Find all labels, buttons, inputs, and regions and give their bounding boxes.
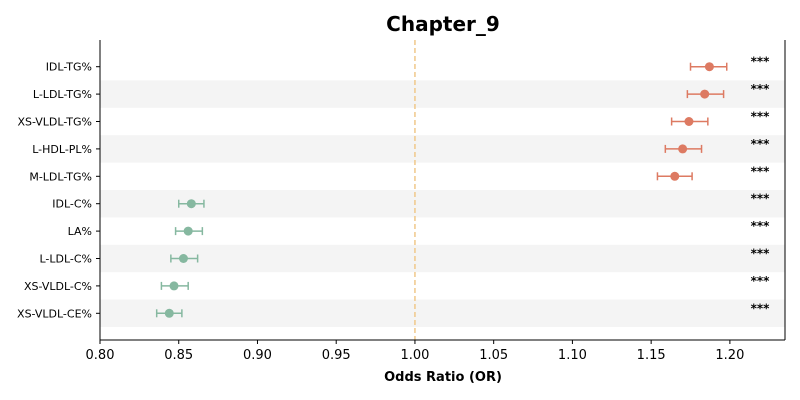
y-tick-label: M-LDL-TG% bbox=[29, 170, 92, 183]
odds-ratio-point bbox=[704, 62, 714, 72]
odds-ratio-point bbox=[169, 281, 179, 291]
x-axis-label: Odds Ratio (OR) bbox=[384, 370, 502, 385]
forest-row: *** bbox=[174, 219, 771, 236]
row-stripe bbox=[100, 244, 785, 273]
forest-row: *** bbox=[170, 247, 771, 263]
y-tick-label: XS-VLDL-CE% bbox=[17, 307, 92, 320]
row-stripe bbox=[100, 190, 785, 218]
odds-ratio-point bbox=[678, 144, 688, 154]
forest-row: *** bbox=[160, 274, 771, 291]
y-tick-label: IDL-TG% bbox=[46, 61, 92, 74]
significance-label: *** bbox=[751, 219, 771, 233]
significance-label: *** bbox=[751, 55, 771, 69]
row-stripe bbox=[100, 80, 785, 108]
x-tick-label: 1.05 bbox=[479, 348, 508, 363]
significance-label: *** bbox=[751, 164, 771, 178]
y-tick-label: IDL-C% bbox=[52, 198, 92, 211]
odds-ratio-point bbox=[186, 199, 196, 209]
forest-row: *** bbox=[664, 137, 771, 154]
significance-label: *** bbox=[751, 192, 771, 206]
significance-label: *** bbox=[751, 82, 771, 96]
x-tick-label: 1.10 bbox=[558, 348, 587, 363]
odds-ratio-point bbox=[684, 117, 694, 126]
y-tick-label: XS-VLDL-C% bbox=[24, 280, 92, 293]
x-tick-label: 1.20 bbox=[715, 348, 744, 363]
significance-label: *** bbox=[751, 110, 771, 124]
forest-row: *** bbox=[686, 82, 771, 99]
forest-row: *** bbox=[670, 110, 771, 126]
odds-ratio-point bbox=[183, 226, 193, 236]
x-tick-label: 0.80 bbox=[86, 348, 115, 363]
significance-label: *** bbox=[751, 247, 771, 261]
y-tick-label: L-LDL-C% bbox=[39, 253, 92, 266]
data-rows: *** *** *** *** *** *** *** *** *** *** bbox=[155, 55, 771, 318]
row-stripe bbox=[100, 299, 785, 327]
x-tick-label: 0.95 bbox=[322, 348, 351, 363]
odds-ratio-point bbox=[670, 171, 680, 181]
odds-ratio-point bbox=[164, 308, 174, 318]
significance-label: *** bbox=[751, 274, 771, 288]
x-tick-label: 0.90 bbox=[243, 348, 272, 363]
odds-ratio-point bbox=[178, 254, 188, 263]
forest-row: *** bbox=[689, 55, 771, 72]
forest-row: *** bbox=[656, 164, 771, 181]
x-tick-label: 0.85 bbox=[164, 348, 193, 363]
forest-row: *** bbox=[155, 301, 771, 318]
y-tick-label: L-LDL-TG% bbox=[33, 88, 92, 101]
significance-label: *** bbox=[751, 137, 771, 151]
significance-label: *** bbox=[751, 301, 771, 315]
y-tick-label: XS-VLDL-TG% bbox=[17, 116, 92, 129]
x-tick-label: 1.15 bbox=[637, 348, 666, 363]
chart-title: Chapter_9 bbox=[386, 12, 500, 36]
forest-row: *** bbox=[177, 192, 771, 209]
x-tick-label: 1.00 bbox=[400, 348, 429, 363]
odds-ratio-point bbox=[700, 89, 710, 99]
y-axis: IDL-TG% L-LDL-TG% XS-VLDL-TG% L-HDL-PL% M-LD… bbox=[17, 61, 100, 320]
y-tick-label: L-HDL-PL% bbox=[32, 143, 92, 156]
x-axis: 0.80 0.85 0.90 0.95 1.00 1.05 1.10 1.15 1.20 bbox=[86, 40, 786, 363]
y-tick-label: LA% bbox=[68, 225, 92, 238]
